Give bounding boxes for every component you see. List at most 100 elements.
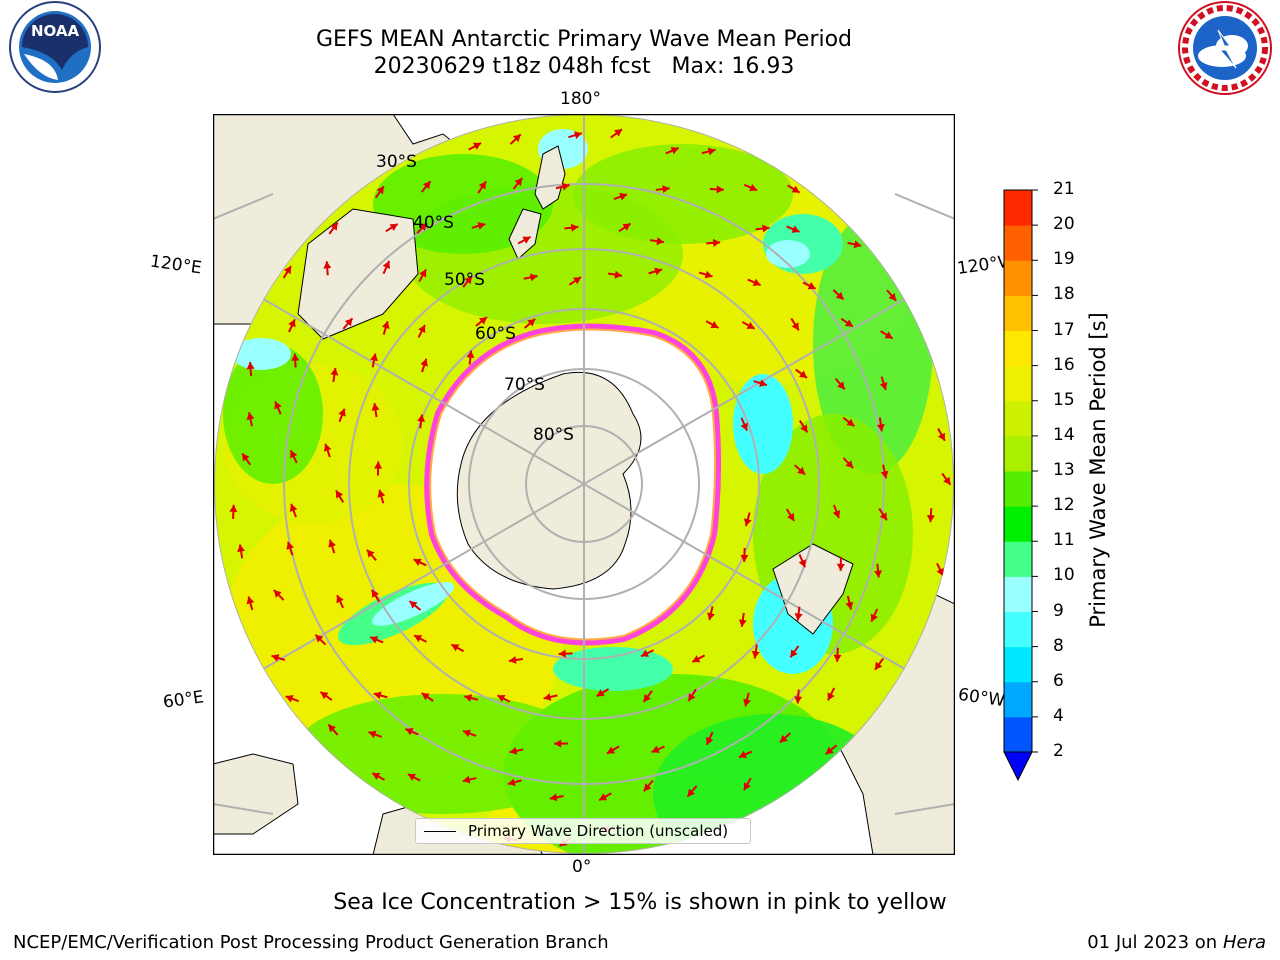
wave-arrow-head: [330, 368, 339, 376]
wave-arrow-head: [338, 408, 346, 417]
legend-label: Primary Wave Direction (unscaled): [468, 822, 729, 840]
wave-arrow-head: [407, 773, 416, 781]
wave-arrow-head: [837, 381, 845, 390]
colorbar-tick-label: 11: [1053, 530, 1075, 551]
wave-arrow-head: [794, 613, 803, 621]
wave-arrow-head: [382, 260, 390, 269]
colorbar-block: [1004, 541, 1032, 577]
map-legend: Primary Wave Direction (unscaled): [415, 818, 751, 844]
footer-credit: NCEP/EMC/Verification Post Processing Pr…: [13, 932, 609, 953]
wave-arrow-head: [554, 739, 562, 748]
colorbar-tick-label: 9: [1053, 600, 1064, 621]
wave-arrow-head: [835, 291, 844, 300]
wave-arrow-head: [704, 270, 713, 279]
wave-arrow-head: [738, 750, 748, 759]
wave-arrow-head: [373, 691, 382, 700]
lat-label-30s: 30°S: [376, 152, 417, 172]
wave-arrow-head: [614, 129, 623, 137]
wave-arrow-head: [285, 695, 294, 703]
wave-arrow-head: [937, 432, 945, 441]
wave-arrow-head: [242, 453, 250, 462]
wave-arrow-head: [794, 696, 803, 704]
colorbar-block: [1004, 646, 1032, 683]
wave-arrow-head: [462, 775, 471, 784]
svg-text:NOAA: NOAA: [31, 22, 80, 40]
wave-arrow-head: [943, 476, 951, 485]
colorbar-tick-label: 8: [1053, 635, 1064, 656]
wave-arrow-head: [413, 558, 422, 566]
wave-arrow-head: [879, 512, 887, 521]
wave-arrow-head: [706, 736, 714, 745]
wave-arrow-head: [879, 382, 888, 390]
wave-arrow-head: [790, 649, 798, 658]
colorbar-tick-label: 21: [1053, 179, 1075, 199]
wave-arrow-head: [286, 541, 295, 550]
wave-arrow-head: [417, 414, 426, 423]
wave-arrow-head: [374, 461, 383, 469]
wave-arrow-head: [289, 503, 298, 512]
colorbar-block: [1004, 365, 1032, 402]
wave-arrow-head: [614, 270, 623, 279]
wave-arrow-head: [746, 321, 755, 329]
wave-arrow-head: [572, 277, 582, 285]
lon-label-0: 0°: [572, 857, 592, 877]
wave-arrow-head: [787, 512, 795, 521]
wave-arrow-head: [558, 649, 566, 658]
wave-arrow-head: [654, 267, 663, 276]
wave-arrow-head: [464, 694, 473, 702]
colorbar-block: [1004, 611, 1032, 648]
wave-arrow-head: [710, 320, 719, 328]
lat-label-70s: 70°S: [504, 375, 545, 395]
wave-arrow-head: [229, 504, 238, 513]
wave-arrow-head: [509, 746, 518, 755]
wave-arrow-head: [759, 379, 767, 387]
wave-arrow-head: [743, 782, 751, 791]
wave-arrow-head: [549, 793, 558, 802]
wave-arrow-head: [420, 358, 428, 367]
wave-arrow-head: [846, 418, 855, 427]
colorbar-block: [1004, 681, 1032, 718]
wave-arrow-head: [246, 362, 255, 370]
wave-arrow-head: [507, 778, 516, 787]
lat-label-80s: 80°S: [533, 425, 574, 445]
wave-arrow-head: [798, 370, 808, 378]
wave-arrow-head: [377, 489, 386, 498]
wave-arrow-head: [688, 693, 696, 702]
wave-arrow-head: [596, 689, 605, 697]
colorbar-label: Primary Wave Mean Period [s]: [1086, 312, 1110, 628]
wave-arrow-head: [643, 693, 651, 702]
colorbar-tick-label: 20: [1053, 214, 1075, 235]
colorbar-block: [1004, 190, 1032, 226]
wave-arrow-head: [707, 612, 715, 621]
colorbar-tick-label: 16: [1053, 354, 1075, 375]
wave-arrow-head: [599, 793, 608, 801]
wave-arrow-head: [368, 730, 377, 739]
wave-arrow-head: [740, 554, 749, 562]
wave-arrow-head: [825, 746, 834, 755]
wave-arrow-head: [853, 240, 862, 249]
wave-arrow-head: [335, 490, 344, 499]
colorbar-tick-label: 13: [1053, 460, 1075, 480]
wave-arrow-head: [845, 601, 854, 610]
lon-label-180: 180°: [560, 89, 601, 109]
wave-arrow-head: [716, 185, 724, 194]
wave-arrow-head: [807, 282, 816, 290]
wave-arrow-head: [405, 728, 414, 736]
map-title: GEFS MEAN Antarctic Primary Wave Mean Pe…: [315, 27, 853, 52]
wave-arrow-head: [376, 186, 384, 195]
colorbar-block: [1004, 506, 1032, 542]
wave-arrow-head: [888, 292, 897, 301]
wave-arrow-head: [707, 147, 716, 156]
wave-arrow-head: [283, 266, 292, 275]
colorbar-extend-arrow: [1003, 751, 1033, 782]
wave-arrow-head: [320, 691, 329, 700]
wave-arrow-head: [422, 181, 431, 190]
wave-arrow-head: [543, 693, 552, 701]
wave-arrow-head: [370, 353, 378, 362]
wave-arrow-head: [743, 518, 752, 527]
wave-arrow-head: [451, 644, 460, 652]
wave-arrow-head: [880, 470, 889, 479]
wave-arrow-head: [328, 724, 336, 733]
wave-arrow-head: [762, 224, 770, 233]
wave-arrow-head: [414, 635, 423, 643]
